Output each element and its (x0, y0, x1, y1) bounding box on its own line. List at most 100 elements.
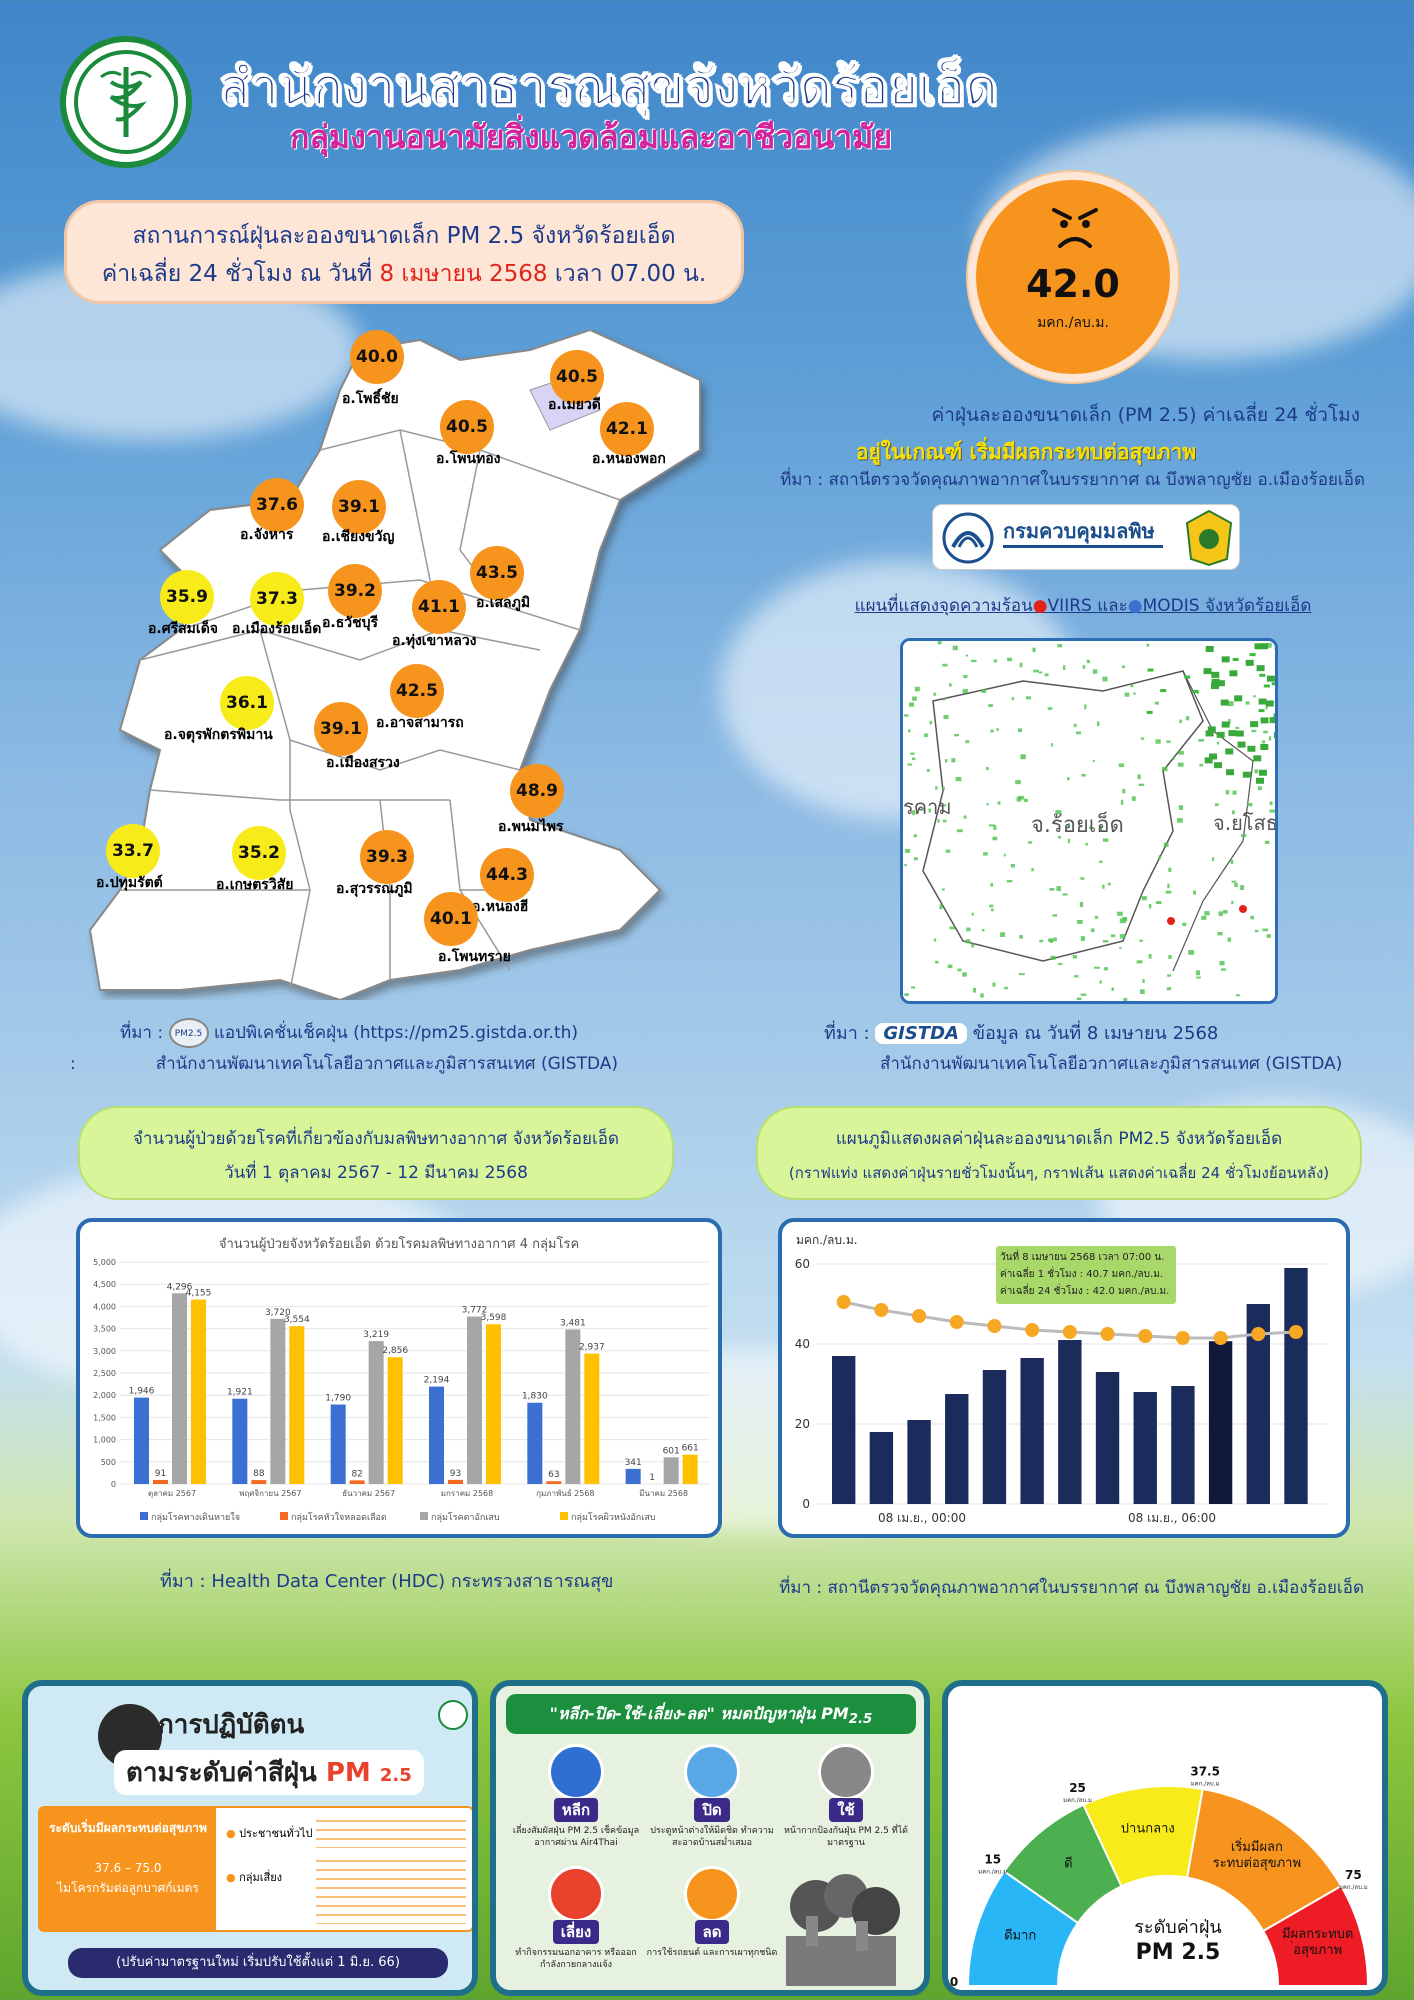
vegetation-speck (1019, 935, 1024, 939)
vegetation-speck (1158, 855, 1161, 860)
vegetation-speck (1204, 911, 1210, 916)
legend-label: กลุ่มโรคหัวใจหลอดเลือด (291, 1512, 387, 1523)
vegetation-speck (992, 836, 998, 841)
district-value-badge: 48.9 (510, 764, 564, 818)
bar (368, 1341, 384, 1484)
bar (869, 1432, 894, 1504)
vegetation-speck (1025, 696, 1031, 700)
gauge-segment-label: มีผลกระทบต (1282, 1926, 1353, 1942)
vegetation-speck (1220, 699, 1229, 706)
vegetation-speck (1102, 676, 1108, 682)
gauge-segment-label: เริ่มมีผลก (1231, 1838, 1283, 1855)
vegetation-speck (948, 683, 952, 687)
vegetation-speck (1198, 739, 1205, 742)
vegetation-speck (1228, 701, 1234, 707)
avg-point (1288, 1325, 1303, 1339)
vegetation-speck (1000, 932, 1006, 937)
guidance-text-lines (316, 1860, 466, 1924)
vegetation-speck (1155, 901, 1162, 905)
vegetation-speck (1163, 842, 1169, 847)
legend-label: กลุ่มโรคทางเดินหายใจ (151, 1512, 240, 1523)
vegetation-speck (1049, 887, 1055, 891)
vegetation-speck (944, 759, 948, 763)
pm-chart: มคก./ลบ.ม. 0 20 40 60 08 เม.ย., 00:00 08 เม.ย.… (795, 1233, 1328, 1525)
bar (153, 1479, 168, 1484)
vegetation-speck (1118, 763, 1125, 768)
vegetation-speck (1230, 859, 1234, 865)
district-name: อ.จังหาร (240, 527, 294, 543)
gauge-threshold: 25 (1069, 1781, 1086, 1795)
bar-value-label: 1,830 (522, 1392, 548, 1402)
gauge-segment (1261, 1884, 1370, 1987)
vegetation-speck (1254, 643, 1263, 650)
x-tick-label: ธันวาคม 2567 (342, 1489, 395, 1498)
gauge-threshold: 37.5 (1190, 1764, 1220, 1778)
vegetation-speck (1050, 743, 1053, 747)
vegetation-speck (1119, 934, 1126, 939)
bar (232, 1398, 248, 1484)
avg-point (1062, 1325, 1077, 1339)
vegetation-speck (990, 729, 994, 733)
vegetation-speck (1092, 669, 1098, 674)
vegetation-speck (1140, 989, 1145, 995)
vegetation-speck (1053, 937, 1057, 942)
vegetation-speck (1216, 731, 1225, 738)
prevention-desc: ทำกิจกรรมนอกอาคาร หรือออกกำลังกายกลางแจ้… (515, 1948, 637, 1970)
bar-value-label: 3,598 (481, 1313, 507, 1323)
vegetation-speck (1155, 739, 1161, 744)
vegetation-speck (1207, 726, 1216, 733)
patients-chart-source: ที่มา : Health Data Center (HDC) กระทรวง… (160, 1571, 614, 1592)
vegetation-speck (1258, 769, 1267, 776)
situation-date: 8 เมษายน 2568 (379, 261, 548, 287)
vegetation-speck (1120, 799, 1124, 805)
hotspot-map-svg (903, 641, 1275, 1001)
vegetation-speck (1096, 721, 1100, 727)
y-tick-label: 60 (795, 1257, 810, 1271)
vegetation-speck (1267, 642, 1272, 648)
patients-pill: จำนวนผู้ป่วยด้วยโรคที่เกี่ยวข้องกับมลพิษ… (78, 1106, 674, 1200)
vegetation-speck (1099, 980, 1102, 984)
vegetation-speck (1123, 997, 1128, 1001)
vegetation-speck (913, 834, 917, 838)
bar-value-label: 88 (253, 1469, 265, 1479)
vegetation-speck (1273, 713, 1275, 720)
hotspot-source-org: สำนักงานพัฒนาเทคโนโลยีอวกาศและภูมิสารสนเ… (880, 1054, 1343, 1074)
district-name: อ.ธวัชบุรี (322, 615, 379, 631)
prevention-word: ใช้ (829, 1798, 863, 1822)
bar (330, 1404, 346, 1484)
x-tick-label: มีนาคม 2568 (639, 1489, 688, 1498)
bar (429, 1386, 444, 1484)
vegetation-speck (1032, 647, 1036, 653)
vegetation-speck (1062, 893, 1068, 896)
vegetation-speck (1124, 692, 1130, 697)
avg-point (1213, 1331, 1228, 1345)
prevention-desc: การใช้รถยนต์ และการเผาทุกชนิด (646, 1948, 778, 1958)
hotspot-point (1167, 917, 1175, 925)
vegetation-speck (1226, 769, 1235, 776)
pm-pill-line2: (กราฟแท่ง แสดงค่าฝุ่นรายชั่วโมงนั้นๆ, กร… (788, 1164, 1330, 1182)
aqi-indicator: 42.0 มคก./ลบ.ม. (968, 172, 1178, 382)
guidance-panel: การปฏิบัติตน ตามระดับค่าสีฝุ่น PM 2.5 ระ… (22, 1680, 478, 1996)
vegetation-speck (1214, 762, 1223, 769)
bar-value-label: 3,554 (284, 1315, 310, 1325)
guidance-note: (ปรับค่ามาตรฐานใหม่ เริ่มปรับใช้ตั้งแต่ … (68, 1948, 448, 1978)
legend-swatch (280, 1512, 288, 1520)
district-map: 40.0 อ.โพธิ์ชัย 40.5 อ.เมยวดี 40.5 อ.โพนทอง 42… (60, 330, 720, 1000)
map-label-yasothon: จ.ยโสธร (1213, 811, 1278, 835)
map-label-west: รคาม (903, 795, 952, 819)
bar (191, 1299, 206, 1484)
vegetation-speck (990, 882, 994, 887)
vegetation-speck (1259, 673, 1266, 677)
vegetation-speck (1273, 732, 1275, 739)
vegetation-speck (1050, 955, 1056, 960)
bar (134, 1397, 149, 1484)
y-tick-label: 40 (795, 1337, 810, 1351)
info-box-line: วันที่ 8 เมษายน 2568 เวลา 07:00 น. (1000, 1249, 1164, 1263)
gauge-threshold-unit: มคก./ลบ.ม (1191, 1780, 1220, 1787)
vegetation-speck (1160, 689, 1167, 693)
vegetation-speck (1079, 825, 1082, 828)
bar (982, 1370, 1007, 1504)
vegetation-speck (1227, 937, 1232, 942)
station-source: ที่มา : สถานีตรวจวัดคุณภาพอากาศในบรรยากา… (780, 470, 1365, 490)
hotspot-source: ที่มา : GISTDA ข้อมูล ณ วันที่ 8 เมษายน … (824, 1023, 1219, 1044)
